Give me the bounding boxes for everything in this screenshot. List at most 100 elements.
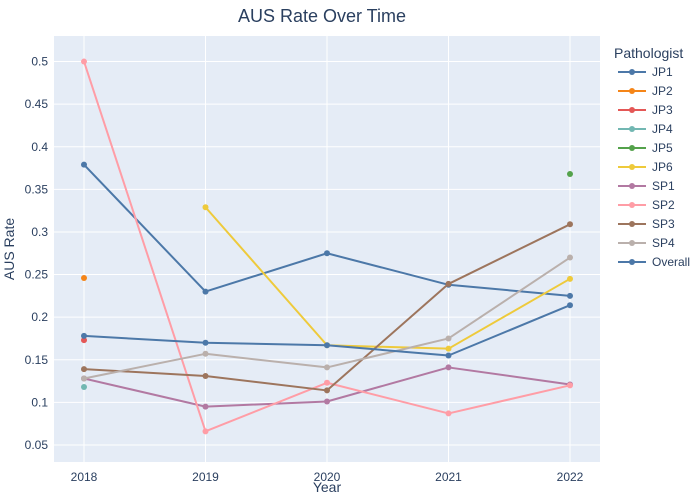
data-point-overall <box>202 339 209 346</box>
legend: Pathologist JP1 JP2 JP3 JP4 JP5 JP6 SP1 SP2 SP3 S… <box>614 45 690 269</box>
series-sp3 <box>81 221 573 394</box>
data-point-sp3 <box>202 372 209 379</box>
y-tick-label: 0.5 <box>31 55 48 69</box>
data-point-sp3 <box>567 221 573 228</box>
legend-label: JP3 <box>652 103 673 117</box>
legend-swatch-marker <box>629 164 635 170</box>
series-line-jp6 <box>204 206 571 350</box>
grid <box>54 36 600 462</box>
data-point-jp3 <box>81 337 87 344</box>
series-jp4 <box>81 384 87 391</box>
legend-label: SP2 <box>652 198 675 212</box>
data-point-sp2 <box>202 428 209 435</box>
legend-item-jp3: JP3 <box>618 103 673 117</box>
data-point-sp2 <box>445 410 452 417</box>
legend-swatch-marker <box>629 88 635 94</box>
data-point-jp5 <box>567 171 573 178</box>
legend-item-jp5: JP5 <box>618 141 673 155</box>
data-point-jp1 <box>567 292 573 299</box>
y-tick-label: 0.1 <box>31 395 48 409</box>
y-tick-label: 0.05 <box>25 438 49 452</box>
data-point-jp2 <box>81 274 87 281</box>
data-point-jp6 <box>445 345 452 352</box>
data-point-sp4 <box>445 335 452 342</box>
chart-title: AUS Rate Over Time <box>238 6 406 26</box>
data-point-overall <box>324 342 330 349</box>
legend-label: SP1 <box>652 179 675 193</box>
legend-swatch-marker <box>629 240 635 246</box>
data-point-jp4 <box>81 384 87 391</box>
legend-label: JP6 <box>652 160 673 174</box>
data-point-sp2 <box>324 379 330 386</box>
series-sp2 <box>81 58 573 435</box>
series-overall <box>81 302 573 359</box>
data-point-overall <box>81 332 87 339</box>
legend-swatch-marker <box>629 69 635 75</box>
legend-label: JP4 <box>652 122 673 136</box>
y-tick-label: 0.3 <box>31 225 48 239</box>
legend-item-jp4: JP4 <box>618 122 673 136</box>
data-point-sp3 <box>324 387 330 394</box>
legend-item-jp2: JP2 <box>618 84 673 98</box>
y-tick-label: 0.25 <box>25 268 49 282</box>
legend-swatch-marker <box>629 202 635 208</box>
data-point-overall <box>567 302 573 309</box>
data-point-sp3 <box>445 280 452 287</box>
x-tick-label: 2018 <box>71 470 98 484</box>
series-jp3 <box>81 337 87 344</box>
data-point-sp1 <box>324 398 330 405</box>
y-ticks: 0.05 0.1 0.15 0.2 0.25 0.3 0.35 0.4 0.45 0.5 <box>25 55 49 452</box>
legend-swatch-marker <box>629 221 635 227</box>
legend-item-sp4: SP4 <box>618 236 675 250</box>
legend-label: Overall <box>652 255 690 269</box>
x-tick-label: 2021 <box>435 470 462 484</box>
data-point-jp6 <box>202 204 209 211</box>
y-tick-label: 0.2 <box>31 310 48 324</box>
legend-label: SP4 <box>652 236 675 250</box>
series-sp4 <box>81 254 573 382</box>
x-tick-label: 2019 <box>192 470 219 484</box>
y-tick-label: 0.4 <box>31 140 48 154</box>
data-point-sp2 <box>567 382 573 389</box>
legend-label: JP1 <box>652 65 673 79</box>
legend-label: JP5 <box>652 141 673 155</box>
legend-swatch-marker <box>629 145 635 151</box>
legend-swatch-marker <box>629 259 635 265</box>
series-layer <box>81 58 573 435</box>
y-tick-label: 0.45 <box>25 97 49 111</box>
data-point-sp1 <box>202 403 209 410</box>
data-point-sp4 <box>81 375 87 382</box>
legend-swatch-marker <box>629 183 635 189</box>
legend-label: SP3 <box>652 217 675 231</box>
legend-item-overall: Overall <box>618 255 690 269</box>
y-axis-title: AUS Rate <box>1 218 17 280</box>
data-point-sp4 <box>202 350 209 357</box>
legend-item-sp3: SP3 <box>618 217 675 231</box>
legend-swatch-marker <box>629 107 635 113</box>
series-jp5 <box>567 171 573 178</box>
data-point-sp4 <box>567 254 573 261</box>
legend-label: JP2 <box>652 84 673 98</box>
data-point-overall <box>445 352 452 359</box>
data-point-jp1 <box>324 250 330 257</box>
data-point-jp6 <box>567 275 573 282</box>
x-tick-label: 2022 <box>557 470 584 484</box>
legend-item-jp1: JP1 <box>618 65 673 79</box>
data-point-sp2 <box>81 58 87 65</box>
data-point-sp4 <box>324 364 330 371</box>
legend-title: Pathologist <box>614 45 683 61</box>
legend-item-sp2: SP2 <box>618 198 675 212</box>
legend-items: JP1 JP2 JP3 JP4 JP5 JP6 SP1 SP2 SP3 SP4 Overall <box>618 65 690 269</box>
series-jp2 <box>81 274 87 281</box>
x-tick-label: 2020 <box>314 470 341 484</box>
y-tick-label: 0.15 <box>25 353 49 367</box>
data-point-jp1 <box>202 288 209 295</box>
x-axis-title: Year <box>313 479 342 495</box>
y-tick-label: 0.35 <box>25 182 49 196</box>
data-point-sp3 <box>81 366 87 373</box>
data-point-sp1 <box>445 364 452 371</box>
legend-item-sp1: SP1 <box>618 179 675 193</box>
x-ticks: 2018 2019 2020 2021 2022 <box>71 470 584 484</box>
data-point-jp1 <box>81 161 87 168</box>
